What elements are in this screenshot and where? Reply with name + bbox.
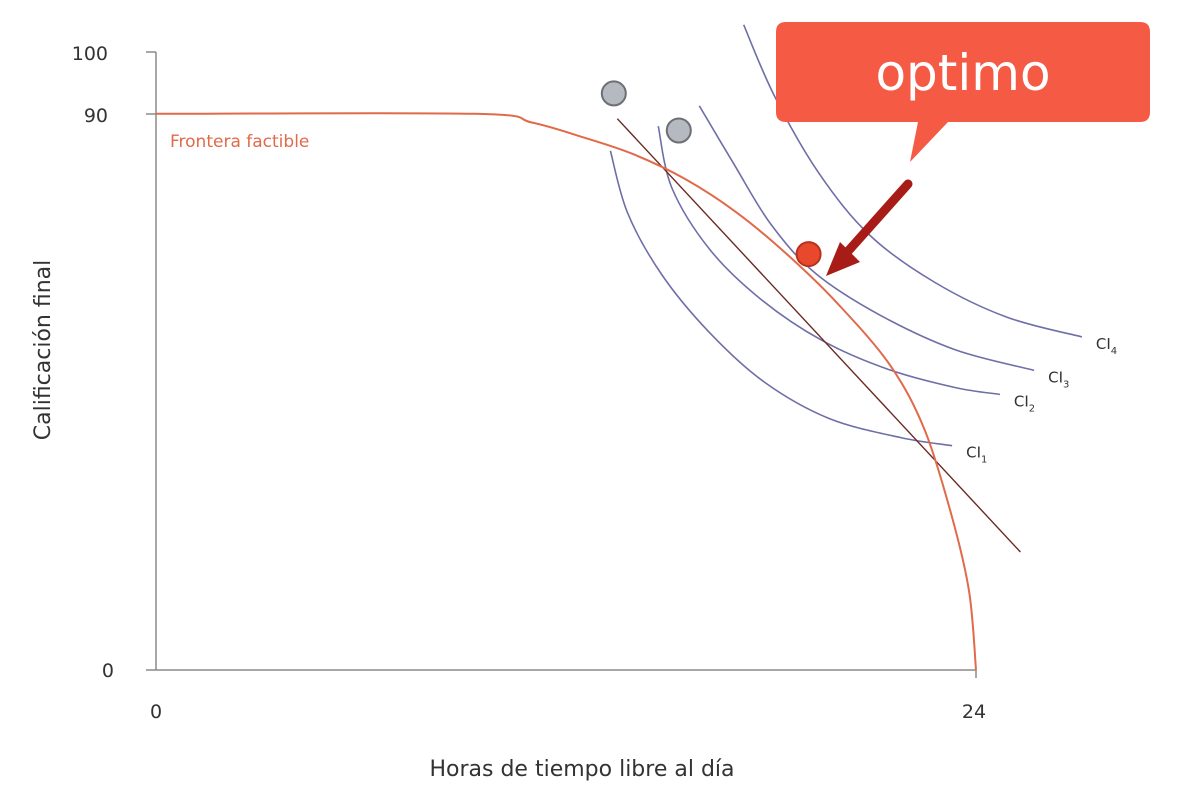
y-tick-label-90: 90	[84, 105, 108, 127]
y-tick-label-100: 100	[72, 43, 108, 65]
ci-label-4: CI4	[1096, 335, 1117, 357]
axes	[146, 51, 977, 678]
y-tick-label-0: 0	[102, 660, 114, 682]
point-gray-2	[665, 117, 692, 144]
point-gray-1	[600, 80, 627, 107]
indifference-curve-ci3	[698, 105, 1035, 372]
ci-labels: CI1 CI2 CI3 CI4	[966, 335, 1117, 466]
callout-box	[776, 22, 1150, 162]
ci-label-2: CI2	[1014, 392, 1035, 414]
indifference-curve-ci1	[609, 150, 953, 447]
callout-arrow-head	[826, 242, 860, 276]
ci-label-1: CI1	[966, 444, 987, 466]
frontier-label: Frontera factible	[170, 132, 309, 152]
curves	[609, 24, 1083, 447]
budget-line-group	[616, 118, 1021, 553]
optimo-callout: optimo	[776, 22, 1150, 276]
x-tick-label-24: 24	[962, 701, 986, 723]
callout-text: optimo	[875, 44, 1050, 102]
callout-arrow-shaft	[837, 179, 913, 263]
budget-line	[616, 118, 1021, 553]
tick-labels: 100 90 0 0 24	[72, 43, 986, 723]
points	[600, 80, 822, 268]
point-optimo	[795, 241, 822, 268]
x-tick-label-0: 0	[150, 701, 162, 723]
indifference-curve-ci2	[657, 126, 1001, 396]
y-axis-label: Calificación final	[31, 260, 56, 441]
indifference-curve-ci4	[742, 24, 1083, 338]
frontier-group	[155, 112, 977, 671]
ci-label-3: CI3	[1048, 368, 1069, 390]
frontier-curve	[155, 112, 977, 671]
x-axis-label: Horas de tiempo libre al día	[429, 757, 734, 782]
